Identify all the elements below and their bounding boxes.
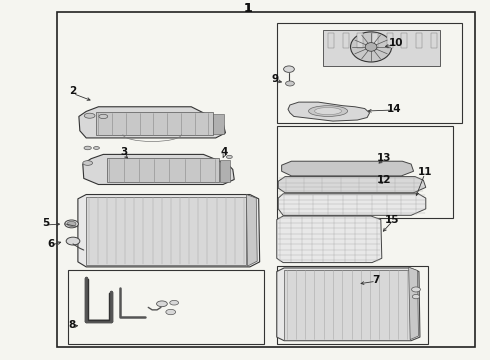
Text: 8: 8 <box>68 320 75 330</box>
Text: 15: 15 <box>385 215 400 225</box>
Bar <box>96 112 213 135</box>
Ellipse shape <box>94 147 99 149</box>
Circle shape <box>350 32 392 62</box>
Polygon shape <box>278 177 426 193</box>
Polygon shape <box>277 216 382 262</box>
Text: 6: 6 <box>47 239 54 249</box>
Ellipse shape <box>83 161 93 165</box>
Text: 3: 3 <box>120 147 127 157</box>
Ellipse shape <box>413 294 419 299</box>
Bar <box>323 30 441 66</box>
Ellipse shape <box>99 114 108 118</box>
Ellipse shape <box>84 146 91 150</box>
Bar <box>68 270 264 344</box>
Text: 5: 5 <box>42 218 49 228</box>
Bar <box>416 33 422 48</box>
Ellipse shape <box>67 221 76 226</box>
Polygon shape <box>282 161 414 176</box>
Ellipse shape <box>315 108 342 114</box>
Bar <box>284 270 410 339</box>
Bar <box>213 114 224 134</box>
Polygon shape <box>78 194 260 267</box>
Bar <box>220 160 230 182</box>
Bar <box>277 266 428 344</box>
Polygon shape <box>83 154 234 184</box>
Polygon shape <box>277 268 420 341</box>
Text: 9: 9 <box>272 74 279 84</box>
Ellipse shape <box>157 301 167 307</box>
Ellipse shape <box>412 287 420 292</box>
Text: 11: 11 <box>417 167 432 177</box>
Text: 1: 1 <box>243 3 252 15</box>
Polygon shape <box>409 267 418 339</box>
Bar <box>277 126 453 218</box>
Bar <box>357 33 363 48</box>
Bar <box>107 158 219 183</box>
Ellipse shape <box>286 81 294 86</box>
Bar <box>86 197 246 265</box>
Bar <box>387 33 392 48</box>
Bar <box>372 33 378 48</box>
Text: 4: 4 <box>221 147 228 157</box>
Bar <box>401 33 407 48</box>
Bar <box>57 12 475 347</box>
Polygon shape <box>288 102 369 121</box>
Text: 12: 12 <box>377 175 392 185</box>
Ellipse shape <box>284 66 294 72</box>
Bar <box>328 33 334 48</box>
Text: 10: 10 <box>389 39 404 48</box>
Polygon shape <box>246 194 257 266</box>
Ellipse shape <box>170 300 178 305</box>
Ellipse shape <box>166 309 175 315</box>
Text: 7: 7 <box>372 275 380 285</box>
Ellipse shape <box>309 106 347 116</box>
Bar <box>431 33 437 48</box>
Bar <box>343 33 348 48</box>
Polygon shape <box>79 107 225 138</box>
Bar <box>277 23 463 123</box>
Text: 2: 2 <box>70 86 76 96</box>
Ellipse shape <box>66 237 80 245</box>
Ellipse shape <box>226 155 232 158</box>
Text: 13: 13 <box>377 153 392 163</box>
Text: 14: 14 <box>387 104 401 113</box>
Circle shape <box>365 42 377 51</box>
Text: 1: 1 <box>243 3 252 15</box>
Ellipse shape <box>84 113 95 118</box>
Polygon shape <box>278 194 426 215</box>
Ellipse shape <box>65 220 78 228</box>
